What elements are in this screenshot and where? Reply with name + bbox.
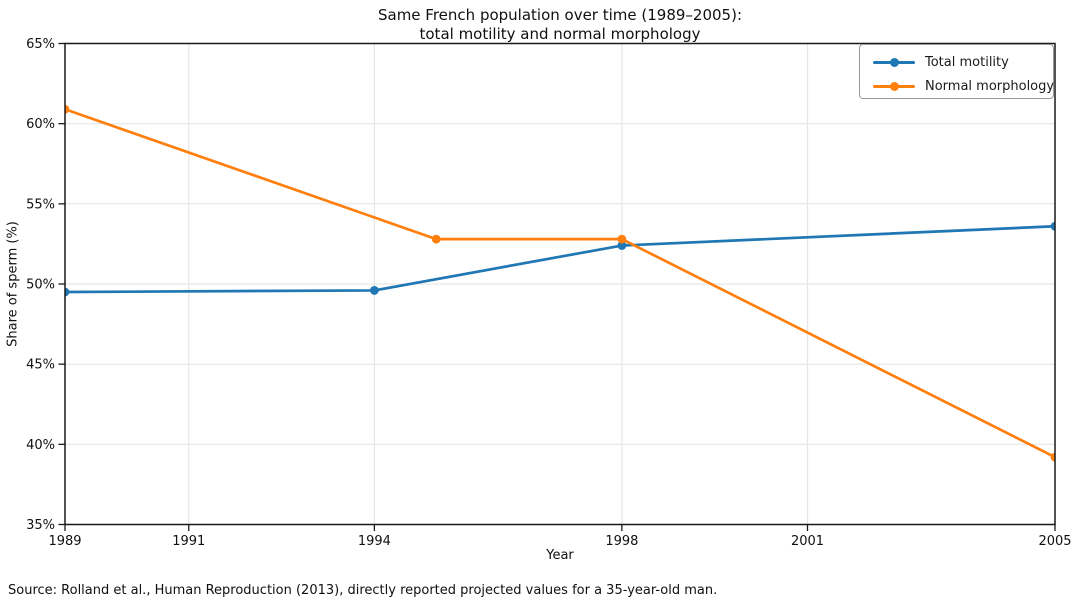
data-point xyxy=(1050,452,1055,462)
series-line xyxy=(65,107,1055,459)
y-tick-label: 50% xyxy=(26,278,55,293)
legend-item-normal-morphology: Normal morphology xyxy=(873,76,1055,97)
x-tick-label: 1994 xyxy=(358,534,391,549)
y-axis-label: Share of sperm (%) xyxy=(5,221,21,347)
data-point xyxy=(65,104,70,114)
y-tick-label: 55% xyxy=(26,197,55,212)
x-tick-label: 1998 xyxy=(605,534,638,549)
series-line xyxy=(65,224,1055,294)
data-point xyxy=(617,234,627,244)
x-tick-label: 2005 xyxy=(1038,534,1071,549)
tick-labels: 35% 40% 45% 50% 55% 60% 65% 1989 1991 1994 1998 200… xyxy=(26,37,1071,549)
legend-line-sample xyxy=(873,76,915,97)
x-tick-label: 1989 xyxy=(48,534,81,549)
chart-title-line2: total motility and normal morphology xyxy=(419,24,701,43)
legend-line-sample xyxy=(873,52,915,73)
legend-label: Normal morphology xyxy=(925,79,1055,94)
legend: Total motility Normal morphology xyxy=(859,44,1054,99)
data-point xyxy=(369,286,379,295)
data-point xyxy=(1050,221,1055,231)
series-total-motility xyxy=(65,221,1055,297)
data-point xyxy=(65,287,70,297)
data-point xyxy=(617,241,627,250)
x-tick-label: 1991 xyxy=(172,534,205,549)
data-point xyxy=(431,234,441,244)
chart-title-line1: Same French population over time (1989–2… xyxy=(377,6,743,24)
y-tick-label: 65% xyxy=(26,37,55,52)
source-note: Source: Rolland et al., Human Reproducti… xyxy=(8,583,718,598)
chart-title: Same French population over time (1989–2… xyxy=(65,6,1055,43)
legend-label: Total motility xyxy=(925,55,1009,70)
series-normal-morphology xyxy=(65,104,1055,462)
x-axis-label: Year xyxy=(546,548,574,563)
tick-marks xyxy=(58,42,1056,531)
y-tick-label: 45% xyxy=(26,358,55,373)
legend-item-total-motility: Total motility xyxy=(873,52,1053,73)
series-group xyxy=(65,104,1055,462)
y-tick-label: 60% xyxy=(26,117,55,132)
y-tick-label: 40% xyxy=(26,438,55,453)
y-tick-label: 35% xyxy=(26,518,55,533)
x-tick-label: 2001 xyxy=(791,534,824,549)
grid-lines xyxy=(64,42,1056,526)
